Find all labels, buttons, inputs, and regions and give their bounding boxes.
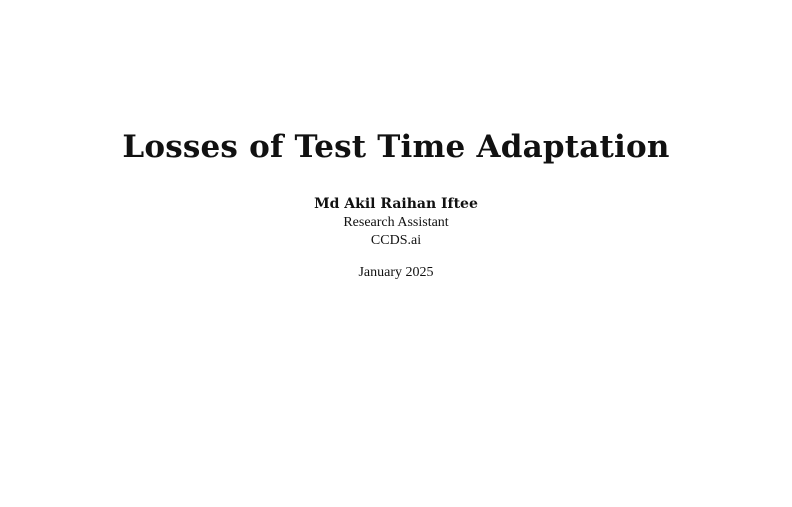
document-title: Losses of Test Time Adaptation [122, 129, 670, 165]
author-name: Md Akil Raihan Iftee [314, 196, 478, 212]
author-affiliation: CCDS.ai [370, 233, 422, 248]
document-date: January 2025 [358, 265, 434, 280]
author-role: Research Assistant [343, 215, 449, 230]
